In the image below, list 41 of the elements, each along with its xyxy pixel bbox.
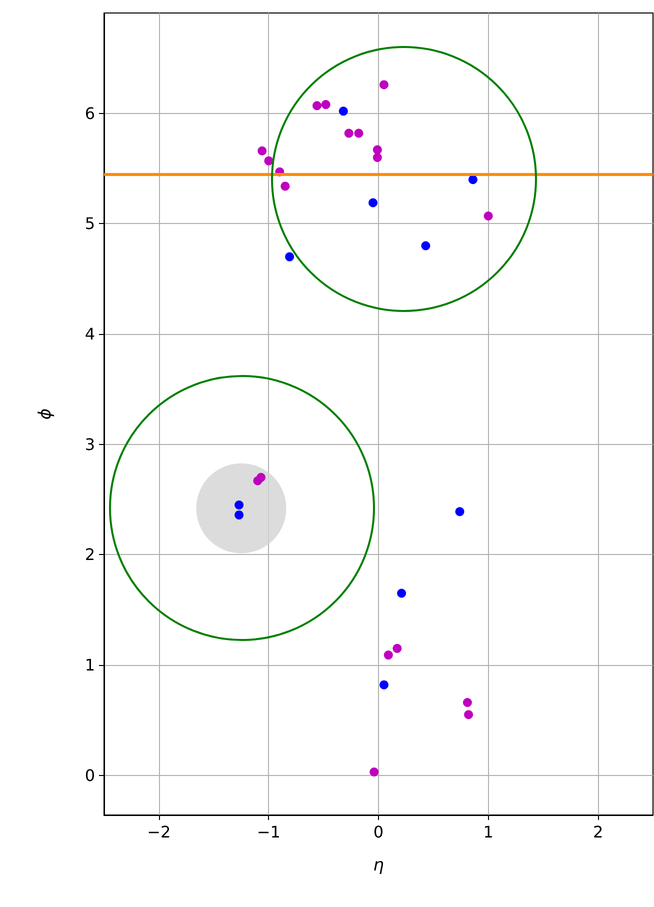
point <box>321 100 330 110</box>
point <box>264 156 274 166</box>
point <box>380 80 388 90</box>
point <box>372 153 382 162</box>
point <box>455 507 464 516</box>
point <box>368 198 378 208</box>
point <box>312 101 322 110</box>
point <box>354 128 364 138</box>
point <box>384 650 393 660</box>
x-tick-label: −2 <box>147 822 171 842</box>
point <box>338 106 348 116</box>
point <box>372 145 382 154</box>
x-tick-label: 0 <box>373 822 384 842</box>
point <box>280 182 290 191</box>
x-tick-label: 1 <box>483 822 494 842</box>
point <box>370 767 379 776</box>
y-axis-title: ϕ <box>36 408 56 420</box>
y-tick-label: 2 <box>84 545 95 564</box>
y-tick-label: 6 <box>84 104 95 123</box>
point <box>344 128 354 138</box>
point <box>258 146 267 156</box>
point <box>421 241 430 250</box>
point <box>392 644 402 653</box>
point <box>464 710 474 720</box>
point <box>285 252 294 262</box>
x-tick-label: −1 <box>256 822 280 842</box>
x-axis-title: η <box>373 856 384 876</box>
y-tick-label: 1 <box>84 655 95 674</box>
y-tick-label: 0 <box>84 766 95 785</box>
y-tick-label: 4 <box>84 324 95 344</box>
point <box>234 510 244 520</box>
y-tick-label: 3 <box>84 434 95 454</box>
point <box>234 500 244 510</box>
point <box>397 588 406 598</box>
point <box>256 472 266 482</box>
point <box>468 175 478 184</box>
point <box>462 698 472 707</box>
y-tick-label: 5 <box>84 214 95 234</box>
x-tick-label: 2 <box>593 822 604 842</box>
point <box>484 211 493 220</box>
point <box>380 680 388 690</box>
